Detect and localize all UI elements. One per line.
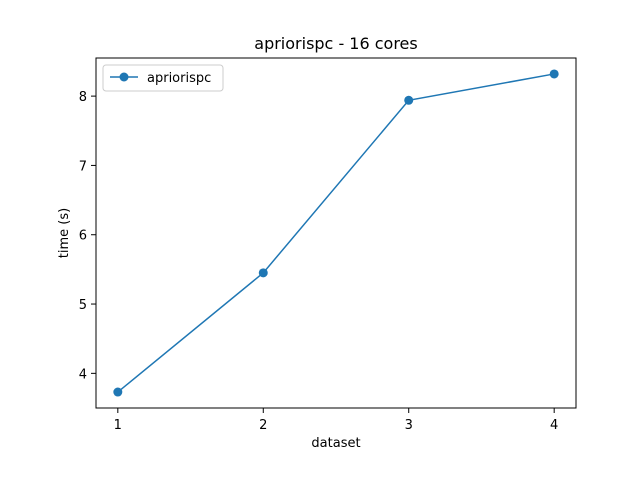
- y-axis: 4 5 6 7 8: [79, 90, 96, 382]
- legend-marker-sample: [119, 72, 129, 82]
- x-tick-label: 4: [550, 418, 558, 433]
- x-axis: 1 2 3 4: [114, 408, 558, 433]
- y-axis-label: time (s): [57, 208, 72, 258]
- legend-label: apriorispc: [147, 71, 211, 86]
- data-point: [549, 69, 559, 79]
- y-tick-label: 6: [79, 229, 87, 244]
- series-line: [117, 73, 555, 393]
- x-tick-label: 2: [259, 418, 267, 433]
- x-axis-label: dataset: [311, 436, 360, 451]
- plot-area: [95, 57, 577, 409]
- legend-box: [102, 64, 224, 92]
- y-tick-label: 8: [79, 90, 87, 105]
- series-layer: [113, 69, 559, 397]
- y-tick-label: 7: [79, 159, 87, 174]
- data-point: [113, 387, 123, 397]
- chart-title: apriorispc - 16 cores: [254, 34, 417, 53]
- x-tick-label: 1: [114, 418, 122, 433]
- data-point: [404, 95, 414, 105]
- data-point: [258, 268, 268, 278]
- legend: apriorispc: [102, 64, 224, 92]
- y-tick-label: 4: [79, 367, 87, 382]
- x-tick-label: 3: [405, 418, 413, 433]
- y-tick-label: 5: [79, 298, 87, 313]
